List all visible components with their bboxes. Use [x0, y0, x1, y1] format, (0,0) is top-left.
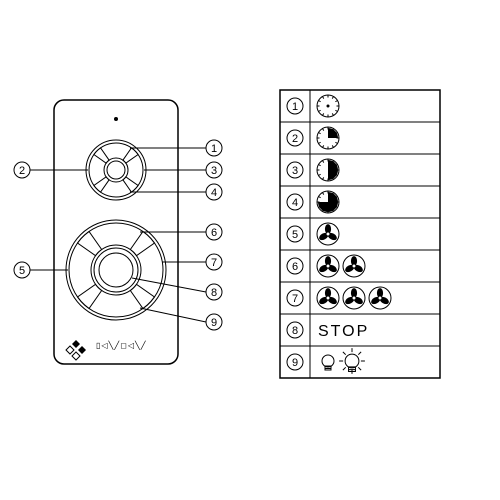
- bulb-icon: [322, 355, 334, 370]
- large-dpad-center[interactable]: [99, 253, 133, 287]
- callout-4: 4: [130, 184, 222, 200]
- bulb-icon: [339, 348, 365, 374]
- callout-3: 3: [144, 162, 222, 178]
- callout-number: 8: [211, 287, 217, 299]
- small-dpad-center[interactable]: [107, 161, 125, 179]
- diagram-root: ▯◁╲╱◻◁╲╱ 1 2 3 4 5 6 7 8 9 1 2 3 4 5 6 7 8 STOP 9: [0, 0, 500, 500]
- legend-num: 1: [292, 101, 298, 113]
- callout-number: 1: [211, 143, 217, 155]
- brand-logo: ▯◁╲╱◻◁╲╱: [66, 340, 147, 360]
- callout-5: 5: [14, 262, 68, 278]
- legend-num: 5: [292, 229, 298, 241]
- callout-9: 9: [140, 308, 222, 330]
- callout-6: 6: [140, 224, 222, 240]
- callout-number: 6: [211, 227, 217, 239]
- callout-number: 4: [211, 187, 217, 199]
- callout-number: 9: [211, 317, 217, 329]
- diamond-icon: [72, 352, 80, 360]
- fan-icon: [343, 255, 365, 277]
- fan-icon: [317, 223, 339, 245]
- diamond-icon: [78, 346, 86, 354]
- fan-icon: [343, 287, 365, 309]
- clock-icon: [317, 159, 339, 181]
- diamond-icon: [72, 340, 80, 348]
- small-dpad-petal-0[interactable]: [94, 143, 138, 163]
- clock-icon: [317, 95, 339, 117]
- clock-icon: [317, 191, 339, 213]
- brand-glyphs: ▯◁╲╱◻◁╲╱: [96, 340, 147, 350]
- fan-icon: [317, 287, 339, 309]
- callout-number: 3: [211, 165, 217, 177]
- callout-number: 7: [211, 257, 217, 269]
- fan-icon: [369, 287, 391, 309]
- callout-number: 2: [19, 165, 25, 177]
- callout-1: 1: [130, 140, 222, 156]
- legend-num: 3: [292, 165, 298, 177]
- callout-2: 2: [14, 162, 88, 178]
- legend-table: 1 2 3 4 5 6 7 8 STOP 9: [280, 90, 440, 378]
- legend-row-9: 9: [287, 348, 365, 374]
- legend-row-5: 5: [287, 223, 339, 245]
- legend-num: 8: [292, 325, 298, 337]
- legend-num: 2: [292, 133, 298, 145]
- legend-row-6: 6: [287, 255, 365, 277]
- led-icon: [114, 117, 118, 121]
- legend-num: 7: [292, 293, 298, 305]
- legend-num: 6: [292, 261, 298, 273]
- legend-text: STOP: [318, 323, 369, 340]
- small-dpad-petal-2[interactable]: [94, 177, 138, 197]
- legend-row-4: 4: [287, 191, 339, 213]
- legend-row-3: 3: [287, 159, 339, 181]
- large-dpad: [66, 220, 166, 320]
- clock-icon: [317, 127, 339, 149]
- legend-row-8: 8 STOP: [287, 322, 369, 340]
- legend-num: 9: [292, 357, 298, 369]
- callout-8: 8: [132, 278, 222, 300]
- legend-row-2: 2: [287, 127, 339, 149]
- fan-icon: [317, 255, 339, 277]
- callout-7: 7: [162, 254, 222, 270]
- legend-row-1: 1: [287, 95, 339, 117]
- small-dpad: [86, 140, 146, 200]
- legend-row-7: 7: [287, 287, 391, 309]
- callouts: 1 2 3 4 5 6 7 8 9: [14, 140, 222, 330]
- small-dpad-petal-3[interactable]: [89, 148, 109, 192]
- callout-number: 5: [19, 265, 25, 277]
- small-dpad-petal-1[interactable]: [123, 148, 143, 192]
- legend-num: 4: [292, 197, 298, 209]
- diamond-icon: [66, 346, 74, 354]
